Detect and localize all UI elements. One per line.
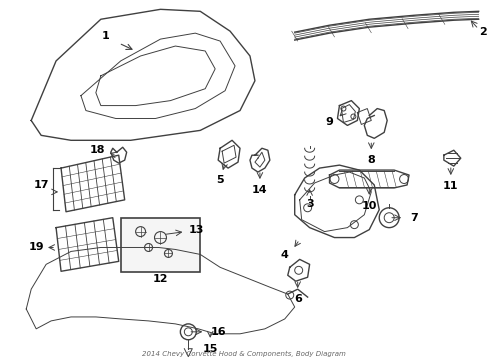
Text: 15: 15 [202,344,218,354]
Text: 11: 11 [442,181,458,191]
Bar [121,218,200,272]
Text: 19: 19 [28,243,44,252]
Text: 14: 14 [252,185,267,195]
Text: 16: 16 [210,327,225,337]
Text: 2: 2 [478,27,486,37]
Text: 5: 5 [216,175,224,185]
Text: 9: 9 [325,117,333,127]
Text: 6: 6 [293,294,301,304]
Text: 18: 18 [90,145,105,155]
Text: 13: 13 [188,225,203,235]
Text: 1: 1 [102,31,109,41]
Text: 7: 7 [409,213,417,223]
Text: 12: 12 [152,274,168,284]
Text: 10: 10 [361,201,376,211]
Text: 2014 Chevy Corvette Hood & Components, Body Diagram: 2014 Chevy Corvette Hood & Components, B… [142,351,345,357]
Text: 3: 3 [305,199,313,209]
Text: 4: 4 [280,251,288,260]
Text: 17: 17 [33,180,49,190]
Text: 8: 8 [366,155,374,165]
